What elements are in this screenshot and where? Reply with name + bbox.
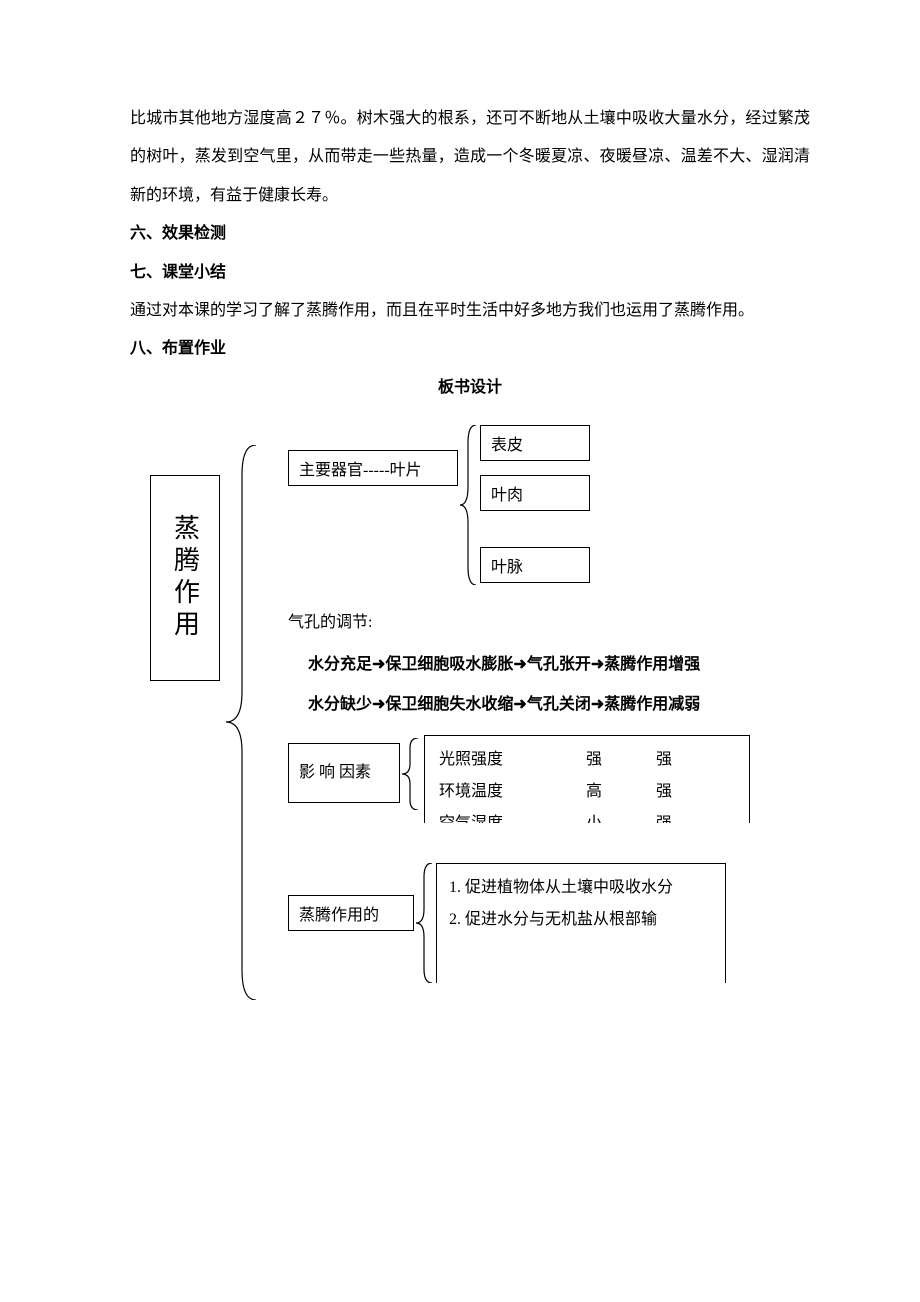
flow-line-1: 水分充足➜保卫细胞吸水膨胀➜气孔张开➜蒸腾作用增强: [308, 647, 700, 682]
factor-table: 光照强度 强 强 环境温度 高 强 空气湿度 小 强: [424, 735, 750, 823]
brace-factor-icon: [400, 738, 422, 810]
effect-label: 蒸腾作用的: [299, 901, 379, 925]
intro-paragraph: 比城市其他地方湿度高２７％。树木强大的根系，还可不断地从土壤中吸收大量水分，经过…: [130, 100, 810, 215]
main-topic-text: 蒸腾作用: [167, 514, 204, 642]
brace-main-icon: [226, 445, 266, 1000]
board-diagram: 蒸腾作用 主要器官-----叶片 表皮 叶肉 叶脉 气孔的调节: 水分充足➜保卫…: [130, 425, 810, 1045]
effect-list-box: 1. 促进植物体从土壤中吸收水分 2. 促进水分与无机盐从根部输: [436, 863, 726, 983]
leaf-part-2: 叶肉: [480, 475, 590, 511]
effect-item-1: 1. 促进植物体从土壤中吸收水分: [449, 872, 713, 904]
stomata-title: 气孔的调节:: [288, 610, 372, 636]
heading-8: 八、布置作业: [130, 330, 810, 368]
factor-label: 影 响 因素: [299, 761, 371, 785]
effect-item-2: 2. 促进水分与无机盐从根部输: [449, 904, 713, 936]
cell: 环境温度: [439, 776, 559, 808]
organ-label: 主要器官-----叶片: [299, 456, 422, 480]
brace-effect-icon: [414, 863, 436, 983]
leaf-part-3-text: 叶脉: [491, 553, 523, 577]
effect-box: 蒸腾作用的: [288, 895, 414, 931]
heading-6: 六、效果检测: [130, 215, 810, 253]
table-row: 光照强度 强 强: [439, 744, 735, 776]
summary-paragraph: 通过对本课的学习了解了蒸腾作用，而且在平时生活中好多地方我们也运用了蒸腾作用。: [130, 292, 810, 330]
cell: 空气湿度: [439, 808, 559, 823]
cell: 强: [629, 744, 699, 776]
board-design-title: 板书设计: [130, 369, 810, 407]
table-row: 空气湿度 小 强: [439, 808, 735, 823]
leaf-part-1: 表皮: [480, 425, 590, 461]
cell: 光照强度: [439, 744, 559, 776]
organ-box: 主要器官-----叶片: [288, 450, 458, 486]
table-row: 环境温度 高 强: [439, 776, 735, 808]
heading-7: 七、课堂小结: [130, 254, 810, 292]
cell: 高: [559, 776, 629, 808]
brace-leaf-icon: [458, 425, 480, 585]
leaf-part-1-text: 表皮: [491, 431, 523, 455]
main-topic-box: 蒸腾作用: [150, 475, 220, 681]
factor-box: 影 响 因素: [288, 743, 400, 803]
cell: 小: [559, 808, 629, 823]
leaf-part-2-text: 叶肉: [491, 481, 523, 505]
leaf-part-3: 叶脉: [480, 547, 590, 583]
cell: 强: [629, 776, 699, 808]
cell: 强: [559, 744, 629, 776]
flow-line-2: 水分缺少➜保卫细胞失水收缩➜气孔关闭➜蒸腾作用减弱: [308, 687, 700, 722]
cell: 强: [629, 808, 699, 823]
